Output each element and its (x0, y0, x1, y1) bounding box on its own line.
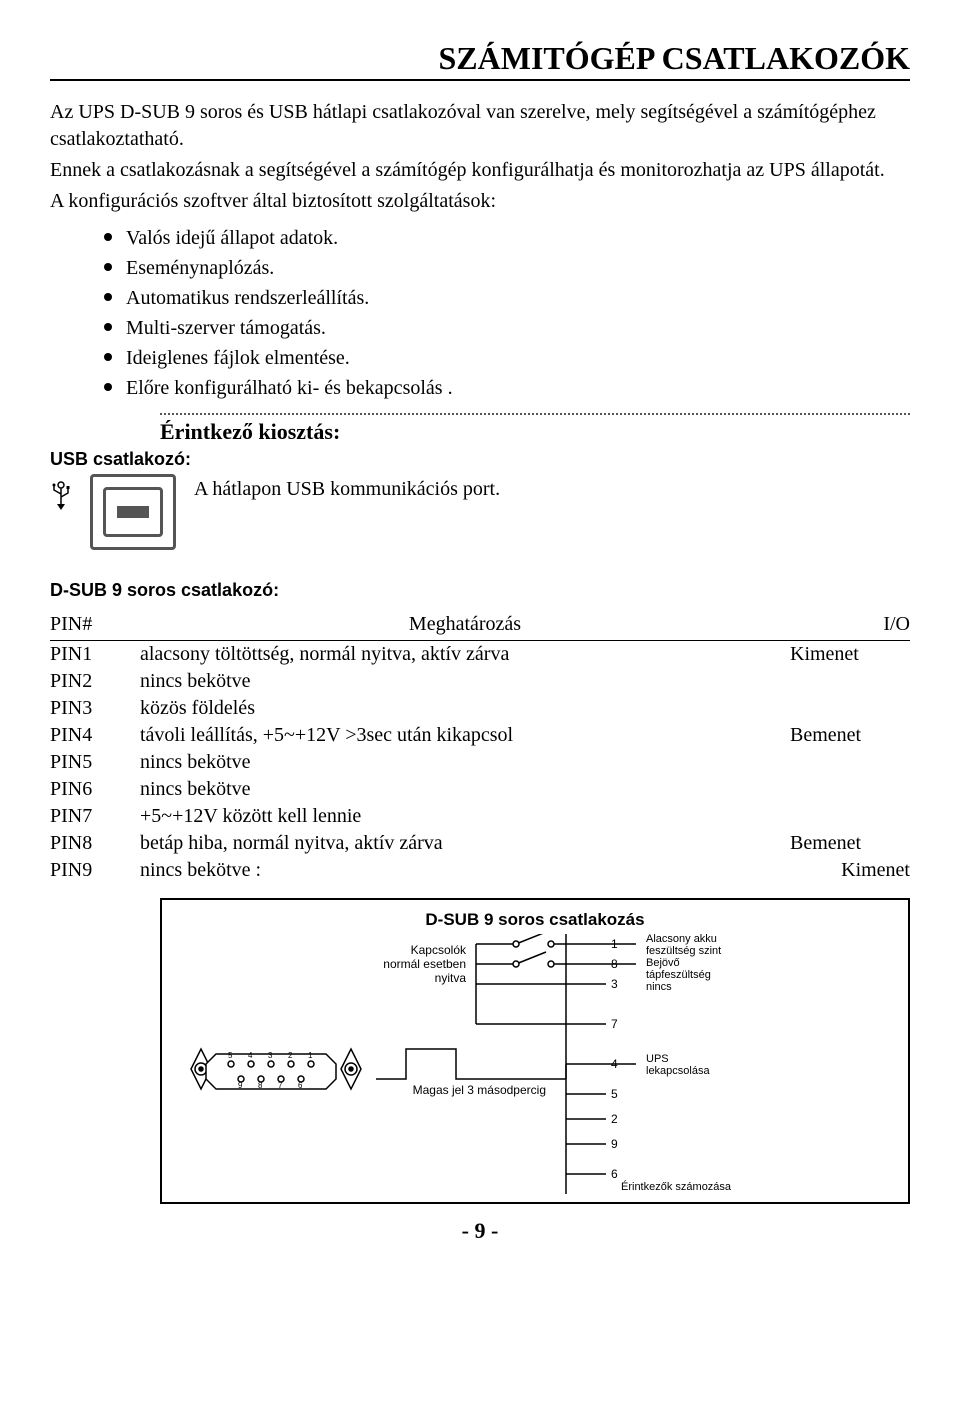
diagram-pin-num: 7 (611, 1017, 618, 1031)
usb-row: A hátlapon USB kommunikációs port. (50, 474, 910, 550)
def-cell: közös földelés (140, 695, 790, 722)
highsignal-label: Magas jel 3 másodpercig (413, 1083, 546, 1097)
def-cell: alacsony töltöttség, normál nyitva, aktí… (140, 641, 790, 669)
io-cell (790, 668, 910, 695)
conn-pin: 7 (278, 1081, 283, 1090)
io-cell (790, 803, 910, 830)
intro-para-2: Ennek a csatlakozásnak a segítségével a … (50, 157, 910, 184)
pin-cell: PIN2 (50, 668, 140, 695)
pin-cell: PIN6 (50, 776, 140, 803)
table-row: PIN6nincs bekötve (50, 776, 910, 803)
switch-label: nyitva (435, 971, 467, 985)
io-cell: Kimenet (790, 857, 910, 884)
usb-port-icon (90, 474, 176, 550)
def-cell: nincs bekötve (140, 668, 790, 695)
table-row: PIN2nincs bekötve (50, 668, 910, 695)
pinout-heading: Érintkező kiosztás: (160, 419, 910, 445)
divider (160, 413, 910, 415)
io-cell (790, 749, 910, 776)
table-row: PIN1alacsony töltöttség, normál nyitva, … (50, 641, 910, 669)
conn-pin: 8 (258, 1081, 263, 1090)
conn-pin: 6 (298, 1081, 303, 1090)
dsub-label: D-SUB 9 soros csatlakozó: (50, 580, 910, 601)
pin-cell: PIN3 (50, 695, 140, 722)
diagram-pin-num: 3 (611, 977, 618, 991)
right-label: Alacsony akku (646, 934, 717, 945)
table-header: PIN# Meghatározás I/O (50, 611, 910, 641)
feature-item: Előre konfigurálható ki- és bekapcsolás … (110, 373, 910, 403)
pin-cell: PIN1 (50, 641, 140, 669)
pin-cell: PIN5 (50, 749, 140, 776)
feature-item: Automatikus rendszerleállítás. (110, 283, 910, 313)
def-cell: nincs bekötve (140, 776, 790, 803)
feature-item: Multi-szerver támogatás. (110, 313, 910, 343)
diagram-pin-num: 1 (611, 937, 618, 951)
pin-cell: PIN9 (50, 857, 140, 884)
intro-para-3: A konfigurációs szoftver által biztosíto… (50, 188, 910, 215)
io-cell: Kimenet (790, 641, 910, 669)
dsub-diagram: D-SUB 9 soros csatlakozás (160, 898, 910, 1204)
diagram-title: D-SUB 9 soros csatlakozás (176, 910, 894, 930)
intro-para-1: Az UPS D-SUB 9 soros és USB hátlapi csat… (50, 99, 910, 153)
pin-cell: PIN8 (50, 830, 140, 857)
right-label: tápfeszültség (646, 969, 711, 981)
header-io: I/O (790, 611, 910, 641)
right-label: feszültség szint (646, 945, 721, 957)
diagram-pin-num: 6 (611, 1167, 618, 1181)
right-label: Bejövő (646, 957, 680, 969)
table-row: PIN5nincs bekötve (50, 749, 910, 776)
conn-pin: 1 (308, 1051, 313, 1060)
pin-cell: PIN4 (50, 722, 140, 749)
io-cell (790, 695, 910, 722)
conn-pin: 4 (248, 1051, 253, 1060)
right-label: UPS (646, 1053, 669, 1065)
def-cell: +5~+12V között kell lennie (140, 803, 790, 830)
diagram-pin-num: 8 (611, 957, 618, 971)
features-list: Valós idejű állapot adatok. Eseménynapló… (50, 223, 910, 403)
right-label: lekapcsolása (646, 1065, 710, 1077)
usb-label: USB csatlakozó: (50, 449, 910, 470)
header-pin: PIN# (50, 611, 140, 641)
header-def: Meghatározás (140, 611, 790, 641)
feature-item: Valós idejű állapot adatok. (110, 223, 910, 253)
page-number: - 9 - (50, 1218, 910, 1244)
right-label: Érintkezők számozása (621, 1180, 732, 1193)
table-row: PIN7+5~+12V között kell lennie (50, 803, 910, 830)
def-cell: nincs bekötve (140, 749, 790, 776)
conn-pin: 5 (228, 1051, 233, 1060)
def-cell: betáp hiba, normál nyitva, aktív zárva (140, 830, 790, 857)
conn-pin: 9 (238, 1081, 243, 1090)
pin-cell: PIN7 (50, 803, 140, 830)
feature-item: Eseménynaplózás. (110, 253, 910, 283)
usb-icon (50, 480, 72, 516)
diagram-svg: 1 8 3 7 4 5 2 9 6 5 4 3 2 1 9 8 7 6 Kapc… (176, 934, 876, 1194)
diagram-pin-num: 9 (611, 1137, 618, 1151)
table-row: PIN3közös földelés (50, 695, 910, 722)
io-cell: Bemenet (790, 830, 910, 857)
feature-item: Ideiglenes fájlok elmentése. (110, 343, 910, 373)
diagram-pin-num: 2 (611, 1112, 618, 1126)
page-title: SZÁMITÓGÉP CSATLAKOZÓK (50, 40, 910, 81)
switch-label: Kapcsolók (411, 943, 467, 957)
table-row: PIN8betáp hiba, normál nyitva, aktív zár… (50, 830, 910, 857)
def-cell: nincs bekötve : (140, 857, 790, 884)
usb-desc: A hátlapon USB kommunikációs port. (194, 478, 500, 501)
table-row: PIN4távoli leállítás, +5~+12V >3sec után… (50, 722, 910, 749)
io-cell: Bemenet (790, 722, 910, 749)
def-cell: távoli leállítás, +5~+12V >3sec után kik… (140, 722, 790, 749)
pin-table: PIN# Meghatározás I/O PIN1alacsony töltö… (50, 611, 910, 884)
switch-label: normál esetben (383, 957, 466, 971)
right-label: nincs (646, 981, 672, 993)
io-cell (790, 776, 910, 803)
conn-pin: 2 (288, 1051, 293, 1060)
table-row: PIN9nincs bekötve :Kimenet (50, 857, 910, 884)
diagram-pin-num: 5 (611, 1087, 618, 1101)
conn-pin: 3 (268, 1051, 273, 1060)
diagram-pin-num: 4 (611, 1057, 618, 1071)
